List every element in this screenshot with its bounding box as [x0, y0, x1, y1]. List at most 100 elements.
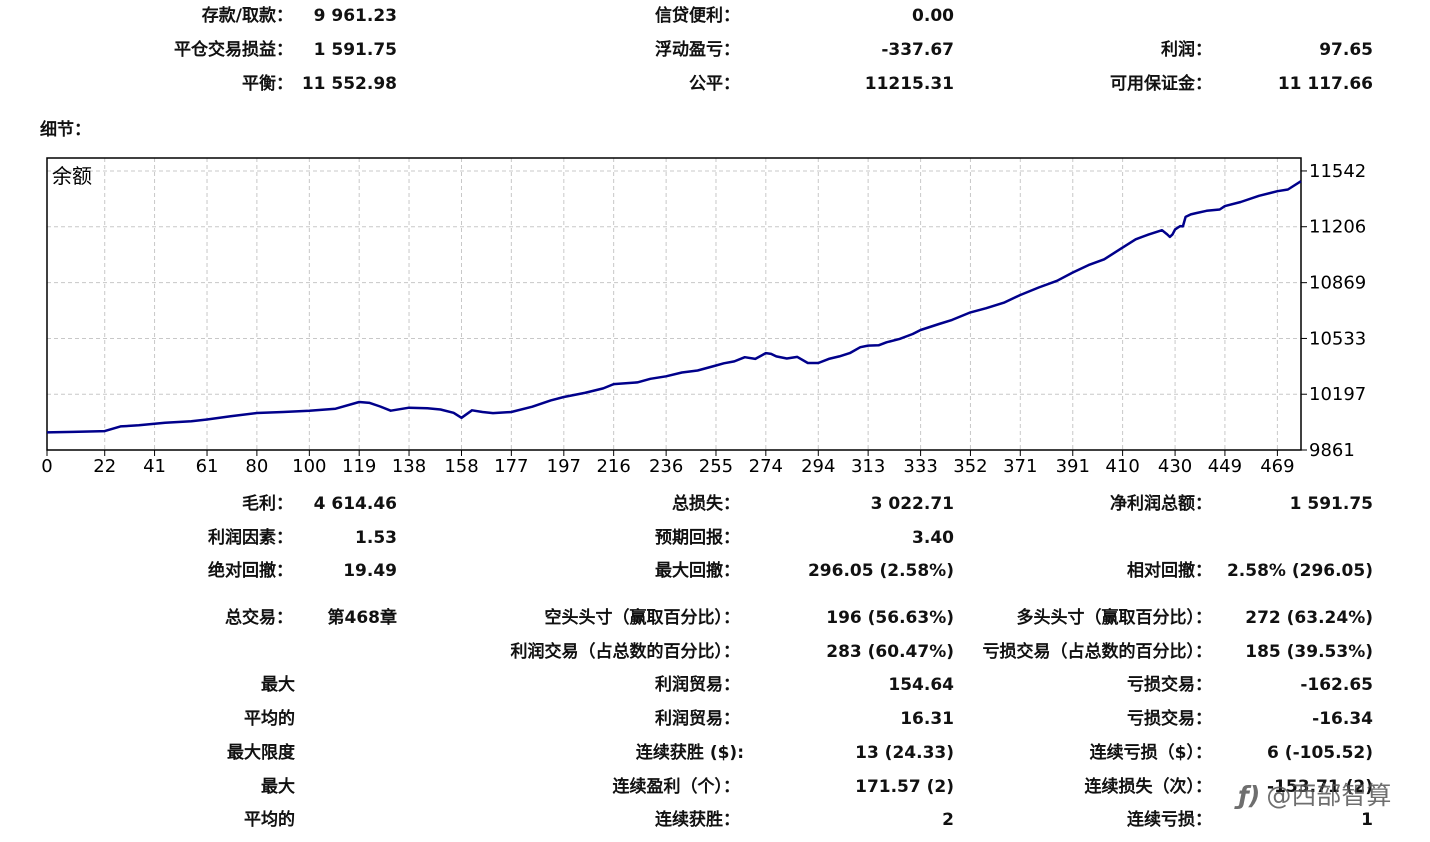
x-tick-label: 410 — [1105, 456, 1139, 477]
long-positions-value: 272 (63.24%) — [1245, 608, 1373, 628]
loss-trades-label: 亏损交易（占总数的百分比）： — [982, 642, 1213, 662]
x-tick-label: 333 — [903, 456, 937, 477]
x-tick-label: 236 — [649, 456, 683, 477]
net-profit-label: 净利润总额： — [1110, 494, 1212, 514]
floating-pnl-label: 浮动盈亏： — [655, 40, 740, 60]
largest-loss-trade-label: 亏损交易： — [1127, 675, 1212, 695]
profit-label: 利润： — [1161, 40, 1212, 60]
gross-profit-value: 4 614.46 — [313, 494, 397, 514]
plot-frame — [46, 157, 1302, 451]
equity-label: 公平： — [689, 74, 740, 94]
gross-loss-label: 总损失： — [672, 494, 740, 514]
chart-grid — [47, 158, 1301, 450]
average-loss-trade-label: 亏损交易： — [1127, 709, 1212, 729]
profit-factor-label: 利润因素： — [208, 528, 293, 548]
watermark: ƒ) @西部智算 — [1238, 776, 1391, 812]
x-tick-label: 119 — [342, 456, 376, 477]
net-profit-value: 1 591.75 — [1289, 494, 1373, 514]
x-tick-label: 371 — [1003, 456, 1037, 477]
long-positions-label: 多头头寸（赢取百分比）： — [1016, 608, 1213, 628]
y-tick-label: 10197 — [1309, 384, 1366, 405]
consecutive-loss-count-label: 连续损失（次）： — [1084, 777, 1213, 797]
x-tick-label: 138 — [392, 456, 426, 477]
consecutive-loss-count-value: -153.71 (2) — [1267, 777, 1373, 797]
consecutive-profit-count-label: 连续盈利（个）： — [612, 777, 741, 797]
credit-label: 信贷便利： — [655, 6, 740, 26]
profit-value: 97.65 — [1319, 40, 1373, 60]
x-tick-label: 22 — [93, 456, 116, 477]
largest-profit-trade-label: 利润贸易： — [655, 675, 740, 695]
floating-pnl-value: -337.67 — [881, 40, 954, 60]
average-consecutive-label: 平均的 — [244, 810, 295, 830]
balance-chart: 余额 0 22 41 61 80 100 119 138 158 177 197 216 236 255 2… — [41, 157, 1366, 477]
x-tick-label: 352 — [953, 456, 987, 477]
max-drawdown-value: 296.05 (2.58%) — [807, 561, 954, 581]
average-label: 平均的 — [244, 709, 295, 729]
expected-payoff-label: 预期回报： — [655, 528, 740, 548]
short-positions-label: 空头头寸（赢取百分比）： — [544, 608, 741, 628]
equity-value: 11215.31 — [864, 74, 954, 94]
profit-factor-value: 1.53 — [355, 528, 397, 548]
x-tick-label: 449 — [1208, 456, 1242, 477]
x-tick-label: 469 — [1260, 456, 1294, 477]
average-consecutive-wins-label: 连续获胜： — [655, 810, 740, 830]
x-tick-label: 100 — [292, 456, 326, 477]
deposit-value: 9 961.23 — [313, 6, 397, 26]
max-drawdown-label: 最大回撤： — [655, 561, 740, 581]
x-tick-label: 255 — [699, 456, 733, 477]
x-tick-label: 294 — [801, 456, 835, 477]
free-margin-value: 11 117.66 — [1277, 74, 1373, 94]
average-consecutive-losses-value: 1 — [1361, 810, 1373, 830]
y-tick-label: 10869 — [1309, 273, 1366, 294]
closed-pnl-label: 平仓交易损益： — [174, 40, 293, 60]
total-trades-label: 总交易： — [225, 608, 293, 628]
absolute-drawdown-label: 绝对回撤： — [208, 561, 293, 581]
x-tick-label: 41 — [143, 456, 166, 477]
credit-value: 0.00 — [912, 6, 954, 26]
short-positions-value: 196 (56.63%) — [826, 608, 954, 628]
consecutive-wins-money-value: 13 (24.33) — [855, 743, 954, 763]
balance-label: 平衡： — [242, 74, 293, 94]
largest-label: 最大 — [261, 675, 295, 695]
y-tick-label: 11206 — [1309, 217, 1366, 238]
largest-loss-trade-value: -162.65 — [1300, 675, 1373, 695]
loss-trades-value: 185 (39.53%) — [1245, 642, 1373, 662]
average-profit-trade-value: 16.31 — [900, 709, 954, 729]
absolute-drawdown-value: 19.49 — [343, 561, 397, 581]
x-tick-label: 391 — [1056, 456, 1090, 477]
x-tick-label: 80 — [245, 456, 268, 477]
x-tick-label: 0 — [41, 456, 52, 477]
watermark-text: @西部智算 — [1266, 781, 1392, 810]
average-consecutive-wins-value: 2 — [942, 810, 954, 830]
average-profit-trade-label: 利润贸易： — [655, 709, 740, 729]
x-tick-label: 61 — [196, 456, 219, 477]
details-label: 细节： — [40, 120, 91, 140]
consecutive-losses-money-label: 连续亏损（$）： — [1089, 743, 1212, 763]
gross-profit-label: 毛利： — [242, 494, 293, 514]
x-tick-label: 274 — [749, 456, 783, 477]
average-consecutive-losses-label: 连续亏损： — [1127, 810, 1212, 830]
average-loss-trade-value: -16.34 — [1312, 709, 1373, 729]
consecutive-losses-money-value: 6 (-105.52) — [1267, 743, 1373, 763]
profit-trades-label: 利润交易（占总数的百分比）： — [510, 642, 741, 662]
y-tick-label: 9861 — [1309, 440, 1355, 461]
y-tick-label: 11542 — [1309, 161, 1366, 182]
x-tick-label: 158 — [444, 456, 478, 477]
gross-loss-value: 3 022.71 — [870, 494, 954, 514]
expected-payoff-value: 3.40 — [912, 528, 954, 548]
relative-drawdown-value: 2.58% (296.05) — [1226, 561, 1373, 581]
x-tick-label: 313 — [851, 456, 885, 477]
balance-value: 11 552.98 — [301, 74, 397, 94]
deposit-label: 存款/取款： — [201, 6, 293, 26]
relative-drawdown-label: 相对回撤： — [1127, 561, 1212, 581]
closed-pnl-value: 1 591.75 — [313, 40, 397, 60]
y-axis: 9861 10197 10533 10869 11206 11542 — [1301, 161, 1366, 461]
chart-title: 余额 — [52, 164, 92, 188]
largest-profit-trade-value: 154.64 — [888, 675, 954, 695]
free-margin-label: 可用保证金： — [1110, 74, 1212, 94]
balance-line — [46, 180, 1302, 434]
x-tick-label: 430 — [1158, 456, 1192, 477]
profit-trades-value: 283 (60.47%) — [826, 642, 954, 662]
y-tick-label: 10533 — [1309, 328, 1366, 349]
consecutive-wins-money-label: 连续获胜 ($): — [635, 743, 744, 763]
